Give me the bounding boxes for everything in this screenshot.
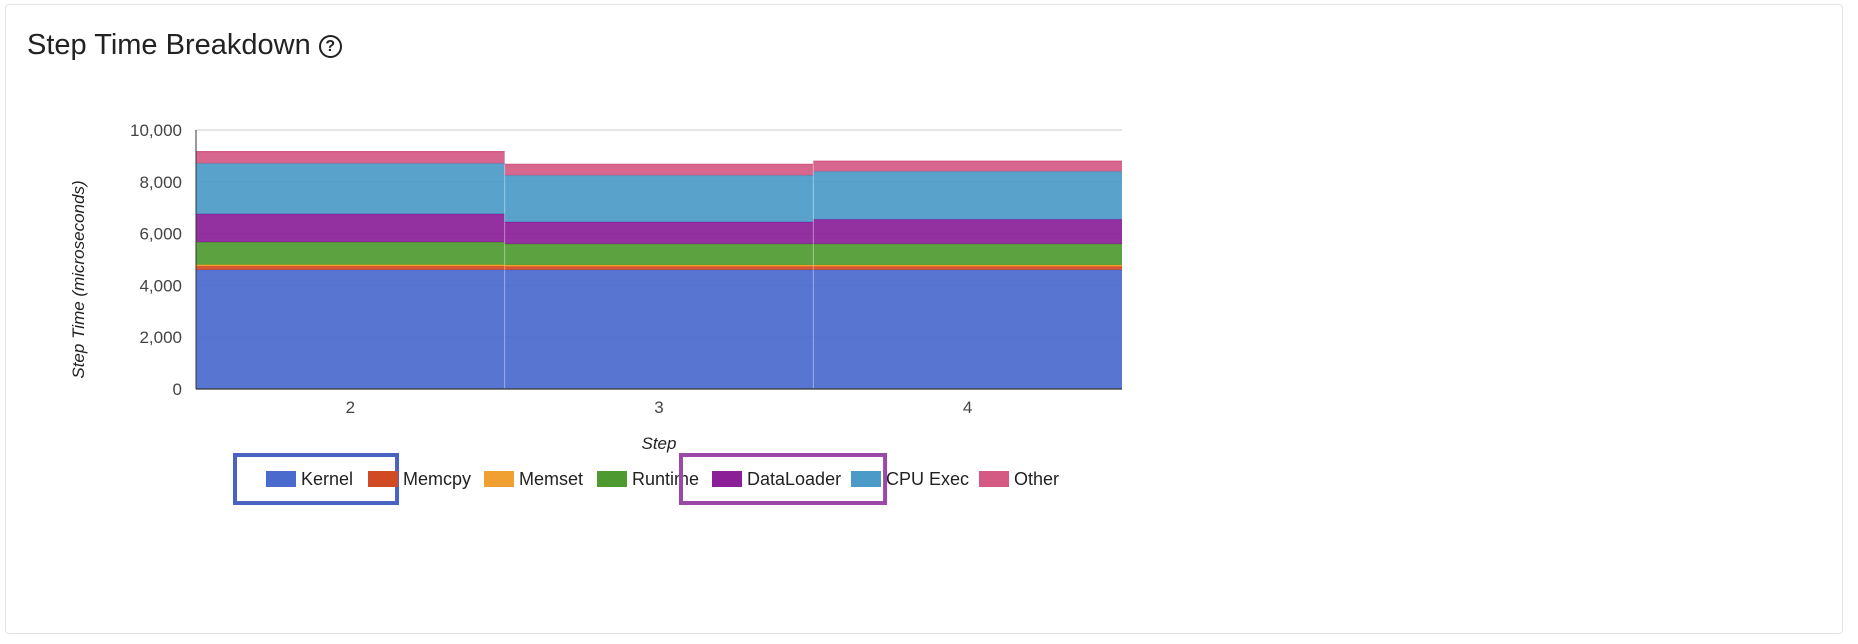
area-segment-cpu-exec — [504, 175, 814, 222]
legend-item-runtime[interactable]: Runtime — [597, 469, 699, 489]
legend-label: Runtime — [632, 469, 699, 489]
x-axis-title: Step — [642, 434, 677, 453]
legend-swatch — [712, 471, 742, 487]
legend-item-other[interactable]: Other — [979, 469, 1059, 489]
area-segment-memset — [504, 264, 814, 267]
legend-item-dataloader[interactable]: DataLoader — [679, 453, 888, 505]
title-row: Step Time Breakdown ? — [27, 29, 342, 62]
legend-highlight-box — [679, 453, 888, 505]
area-segment-cpu-exec — [196, 163, 505, 214]
area-segment-runtime — [813, 243, 1122, 265]
legend-swatch — [266, 471, 296, 487]
area-segment-memcpy — [504, 266, 814, 270]
area-segment-memset — [196, 264, 505, 267]
area-segment-memcpy — [813, 266, 1122, 270]
question-circle-icon[interactable]: ? — [318, 35, 342, 58]
legend-label: Memcpy — [403, 469, 471, 489]
chart-title: Step Time Breakdown — [27, 29, 311, 61]
area-segment-other — [813, 161, 1122, 172]
legend-item-cpu-exec[interactable]: CPU Exec — [851, 469, 969, 489]
x-tick-label: 4 — [963, 398, 972, 417]
area-segment-cpu-exec — [813, 171, 1122, 220]
x-tick-label: 3 — [654, 398, 663, 417]
area-segment-kernel — [196, 269, 505, 389]
axes: 0 2,000 4,000 6,000 8,000 10,000 2 3 4 — [130, 121, 1122, 417]
legend: Kernel Memcpy Memset Runtime DataLoader CPU E… — [233, 453, 1059, 505]
legend-label: Memset — [519, 469, 583, 489]
area-segment-other — [196, 151, 505, 164]
area-segment-kernel — [504, 269, 814, 389]
area-segment-dataloader — [504, 221, 814, 244]
legend-swatch — [597, 471, 627, 487]
legend-item-memcpy[interactable]: Memcpy — [368, 469, 471, 489]
legend-label: Other — [1014, 469, 1059, 489]
area-segment-memset — [813, 264, 1122, 267]
area-segment-runtime — [504, 243, 814, 265]
area-segment-runtime — [196, 242, 505, 265]
y-tick-label: 4,000 — [139, 276, 182, 295]
area-segment-memcpy — [196, 266, 505, 270]
y-tick-label: 2,000 — [139, 328, 182, 347]
y-tick-label: 0 — [173, 380, 182, 399]
y-tick-label: 8,000 — [139, 173, 182, 192]
legend-swatch — [484, 471, 514, 487]
legend-swatch — [368, 471, 398, 487]
area-segment-other — [504, 164, 814, 176]
area-segment-kernel — [813, 269, 1122, 389]
area-segment-dataloader — [813, 219, 1122, 244]
legend-swatch — [851, 471, 881, 487]
x-tick-label: 2 — [346, 398, 355, 417]
legend-label: Kernel — [301, 469, 353, 489]
y-tick-label: 10,000 — [130, 121, 182, 140]
y-axis-title: Step Time (microseconds) — [69, 180, 88, 378]
legend-label: DataLoader — [747, 469, 841, 489]
stacked-areas — [196, 151, 1122, 389]
legend-swatch — [979, 471, 1009, 487]
y-tick-label: 6,000 — [139, 225, 182, 244]
legend-label: CPU Exec — [886, 469, 969, 489]
legend-item-memset[interactable]: Memset — [484, 469, 583, 489]
area-segment-dataloader — [196, 213, 505, 243]
